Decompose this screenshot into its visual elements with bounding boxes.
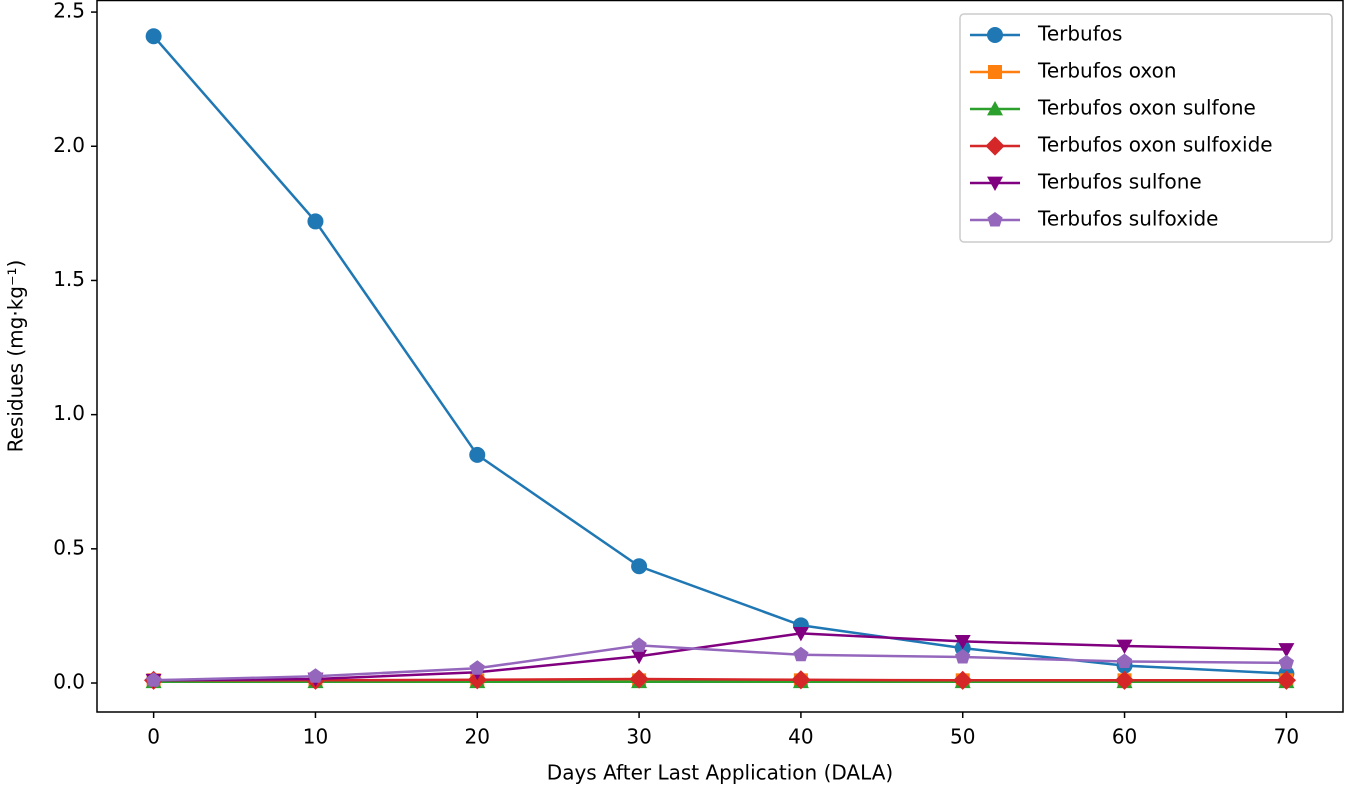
y-tick-label: 2.0	[53, 133, 85, 157]
legend-marker	[987, 101, 1003, 116]
data-point	[631, 649, 648, 665]
y-tick-label: 1.5	[53, 267, 85, 291]
x-tick-label: 0	[147, 725, 160, 749]
x-tick-label: 10	[303, 725, 328, 749]
data-point	[631, 558, 648, 575]
y-tick-label: 2.5	[53, 0, 85, 23]
plot-frame	[96, 0, 1344, 713]
data-point	[631, 637, 647, 652]
series-line	[153, 677, 1287, 682]
legend-label: Terbufos sulfone	[1037, 170, 1202, 194]
legend-marker	[987, 176, 1003, 191]
y-tick-label: 0.0	[53, 670, 85, 694]
x-tick-label: 30	[626, 725, 651, 749]
x-axis-label: Days After Last Application (DALA)	[547, 761, 893, 785]
data-point	[469, 660, 485, 675]
legend-marker	[987, 212, 1003, 227]
legend-label: Terbufos	[1037, 22, 1122, 46]
data-point	[791, 670, 811, 690]
data-point	[1116, 653, 1133, 668]
data-point	[954, 635, 971, 650]
data-point	[792, 627, 809, 642]
x-tick-label: 20	[465, 725, 490, 749]
data-point	[307, 668, 324, 683]
data-point	[955, 649, 971, 664]
data-point	[629, 669, 649, 689]
x-tick-label: 60	[1112, 725, 1137, 749]
data-point	[1276, 670, 1296, 690]
legend-label: Terbufos oxon	[1037, 59, 1177, 83]
legend-label: Terbufos oxon sulfone	[1037, 96, 1256, 120]
data-point	[146, 672, 162, 687]
x-tick-label: 70	[1274, 725, 1299, 749]
series-line	[152, 35, 1287, 675]
x-tick-label: 40	[788, 725, 813, 749]
y-tick-label: 1.0	[53, 401, 85, 425]
data-point	[953, 670, 973, 690]
legend: Terbufos Terbufos oxon Terbufos oxon sulfo…	[959, 13, 1333, 243]
legend-label: Terbufos sulfoxide	[1037, 207, 1218, 231]
legend-box	[959, 13, 1333, 243]
series-line	[153, 644, 1287, 682]
legend-marker	[988, 65, 1002, 79]
data-point	[1116, 639, 1133, 654]
data-point	[469, 446, 486, 463]
y-tick-label: 0.5	[53, 535, 85, 559]
legend-marker	[987, 27, 1003, 43]
y-axis-label: Residues (mg·kg⁻¹)	[4, 260, 28, 453]
data-point	[793, 646, 809, 662]
legend-marker	[985, 136, 1005, 156]
data-point	[1114, 670, 1135, 690]
legend-label: Terbufos oxon sulfoxide	[1037, 133, 1273, 157]
data-point	[1278, 654, 1294, 670]
data-point	[307, 213, 324, 230]
x-tick-label: 50	[950, 725, 975, 749]
data-point	[1278, 643, 1295, 658]
data-point	[145, 28, 162, 45]
series-line	[153, 632, 1287, 682]
